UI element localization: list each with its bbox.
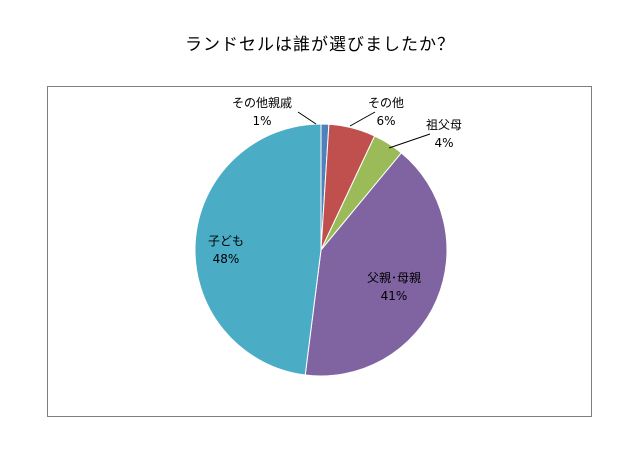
- slice-percent-grandparents: 4%: [434, 136, 453, 150]
- slice-label-others: その他: [368, 96, 404, 110]
- slice-percent-others: 6%: [376, 114, 395, 128]
- slices-layer: [194, 123, 448, 377]
- slice-label-child: 子ども: [208, 234, 244, 248]
- slice-label-other-relatives: その他親戚: [232, 96, 292, 110]
- slice-parents: [304, 152, 448, 377]
- slice-percent-other-relatives: 1%: [252, 114, 271, 128]
- labels-layer: その他親戚 1% その他 6% 祖父母 4% 父親･母親 41% 子ども 48%: [208, 96, 462, 303]
- chart-title: ランドセルは誰が選びましたか？: [185, 35, 455, 55]
- leader-line-other-relatives: [297, 111, 317, 125]
- slice-percent-parents: 41%: [381, 289, 408, 303]
- leader-lines-layer: [297, 111, 431, 149]
- slice-percent-child: 48%: [213, 252, 240, 266]
- plot-frame: [47, 86, 592, 417]
- slice-child: [194, 123, 322, 376]
- slice-label-grandparents: 祖父母: [426, 117, 462, 132]
- leader-line-grandparents: [388, 133, 431, 149]
- slice-label-parents: 父親･母親: [367, 271, 421, 285]
- leader-line-others: [349, 111, 376, 127]
